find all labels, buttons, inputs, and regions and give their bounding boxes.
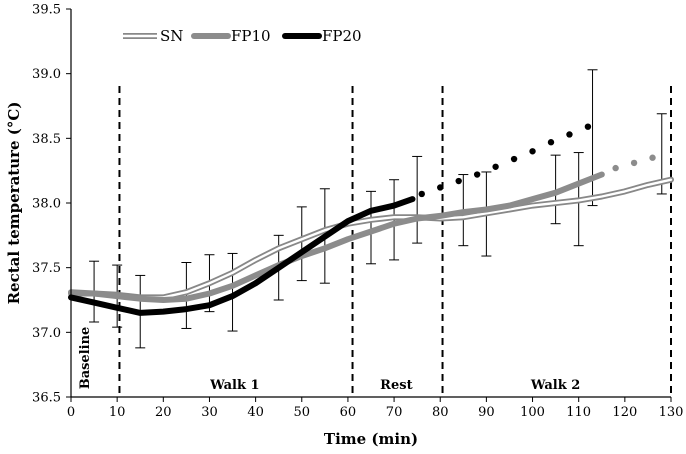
extrapolated-point-fp10-1 [630,159,638,167]
y-tick-label-2: 37.5 [32,261,61,276]
series-line-fp20 [68,196,416,316]
x-tick-label-9: 90 [478,405,495,420]
extrapolated-point-fp20-5 [510,155,518,163]
x-tick-label-1: 10 [109,405,126,420]
extrapolated-point-fp20-0 [418,190,425,198]
x-tick-label-2: 20 [155,405,172,420]
y-tick-label-3: 38.0 [32,197,61,212]
extrapolated-point-fp20-7 [547,139,555,146]
phase-label-1: Walk 1 [209,378,259,393]
series-line-inner-sn [69,178,673,299]
extrapolated-point-fp20-1 [437,184,444,191]
x-axis-title: Time (min) [324,430,418,448]
extrapolated-point-fp20-2 [455,177,462,185]
extrapolated-point-fp10-2 [649,154,656,161]
y-tick-label-4: 38.5 [32,132,61,147]
y-tick-label-1: 37.0 [32,326,61,341]
y-axis-title: Rectal temperature (°C) [5,102,23,305]
legend-label-fp10: FP10 [231,27,271,45]
y-tick-label-5: 39.0 [32,67,61,82]
phase-label-0: Baseline [78,327,93,390]
series-line-fp10 [68,171,605,303]
x-tick-label-10: 100 [520,405,545,420]
axes-layer: 36.5 37.0 37.5 38.0 38.5 39.0 39.5 0 10 20 30 40 50 6… [32,3,683,421]
extrapolated-point-fp10-0 [612,164,619,172]
phase-lines-layer [118,86,672,397]
y-tick-label-6: 39.5 [32,3,61,18]
y-tick-label-0: 36.5 [32,391,61,406]
series-layer [68,123,674,316]
x-tick-label-4: 40 [247,405,264,420]
x-tick-label-3: 30 [201,405,218,420]
x-tick-label-0: 0 [67,405,75,420]
x-tick-label-5: 50 [293,405,310,420]
x-tick-label-12: 120 [612,405,637,420]
extrapolated-point-fp20-3 [473,171,481,178]
legend-label-fp20: FP20 [322,27,362,45]
x-tick-label-11: 110 [566,405,591,420]
phase-label-3: Walk 2 [530,378,580,393]
extrapolated-point-fp20-9 [584,123,592,130]
x-tick-label-13: 130 [659,405,684,420]
phase-label-2: Rest [380,378,412,393]
x-tick-label-7: 70 [386,405,403,420]
extrapolated-point-fp20-8 [566,131,573,138]
legend: SN FP10 FP20 [123,27,362,45]
legend-label-sn: SN [160,27,183,45]
x-tick-label-6: 60 [340,405,357,420]
extrapolated-point-fp20-4 [492,163,499,170]
x-tick-label-8: 80 [432,405,449,420]
extrapolated-point-fp20-6 [529,148,536,155]
labels-layer: Time (min) Rectal temperature (°C) Baselin… [5,102,580,448]
